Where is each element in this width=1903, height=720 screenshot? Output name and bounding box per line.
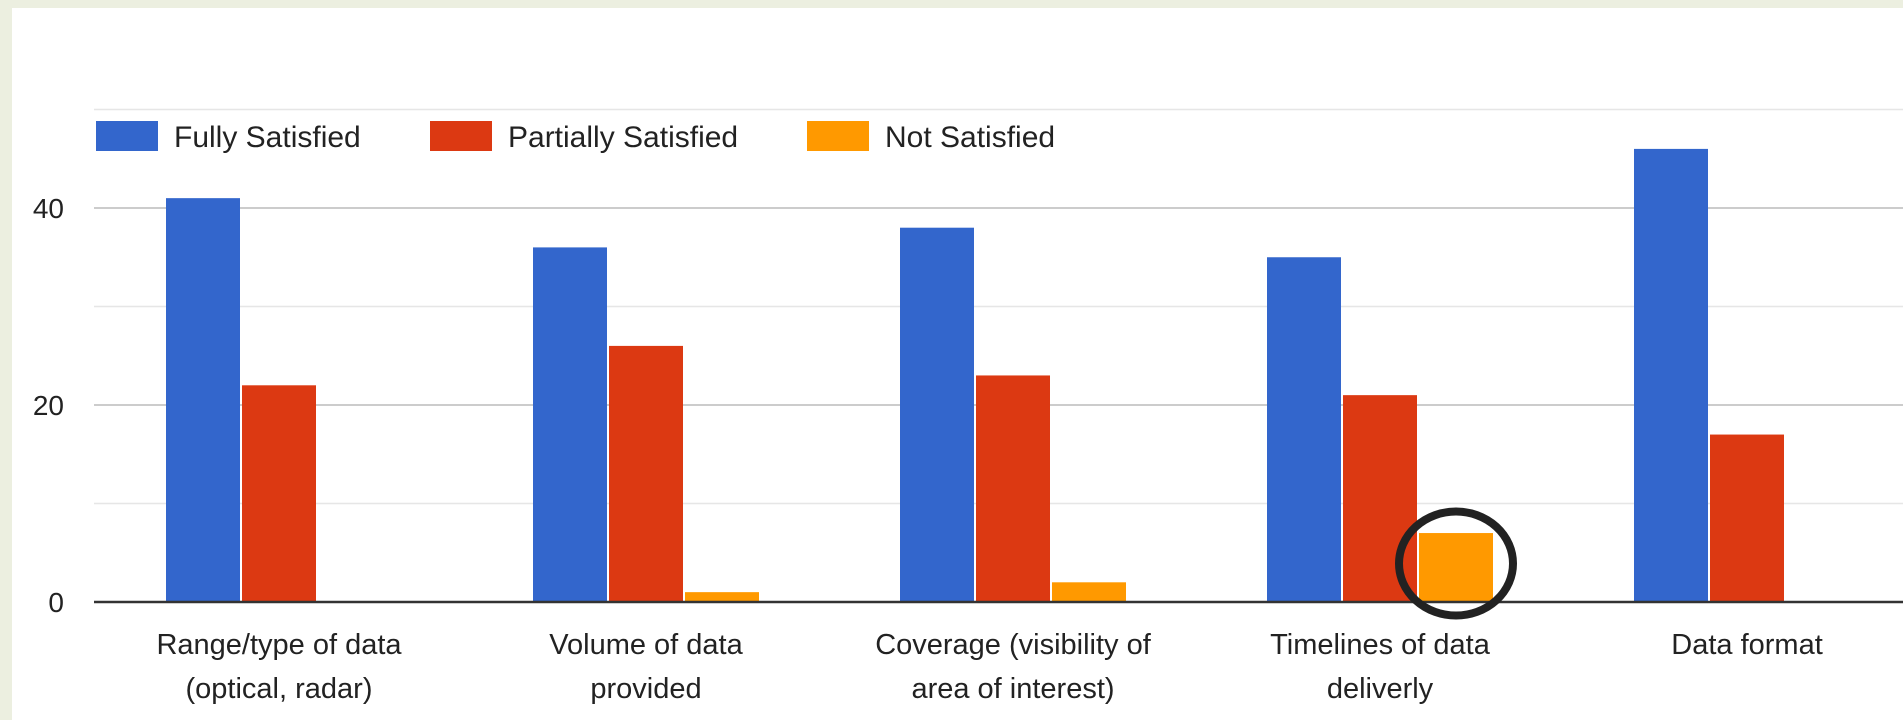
highlight-circle xyxy=(1395,507,1517,620)
bar-partially-satisfied xyxy=(609,345,683,602)
gridlines xyxy=(94,108,1903,505)
legend-swatch xyxy=(807,121,869,151)
x-category-label: Timelines of data xyxy=(1270,629,1491,661)
legend-label: Not Satisfied xyxy=(885,121,1055,154)
x-category-label: Range/type of data xyxy=(156,629,402,661)
bar-fully-satisfied xyxy=(1634,148,1708,602)
legend-swatch xyxy=(430,121,492,151)
x-category-label: area of interest) xyxy=(911,673,1114,705)
legend-label: Partially Satisfied xyxy=(508,121,738,154)
bar-partially-satisfied xyxy=(1343,395,1417,602)
legend: Fully Satisfied Partially Satisfied Not Sa… xyxy=(96,121,1055,154)
y-tick-label: 40 xyxy=(33,193,64,224)
bar-partially-satisfied xyxy=(1710,434,1784,602)
bar-fully-satisfied xyxy=(900,227,974,602)
bar-partially-satisfied xyxy=(976,375,1050,602)
x-category-label: Coverage (visibility of xyxy=(875,629,1152,661)
bar-partially-satisfied xyxy=(242,385,316,602)
bar-fully-satisfied xyxy=(166,198,240,602)
x-category-label: provided xyxy=(590,673,701,705)
y-tick-label: 20 xyxy=(33,390,64,421)
axes: 0 20 40 Range/type of data (optical, radar) V… xyxy=(33,193,1903,705)
bars xyxy=(166,148,1784,602)
bar-not-satisfied xyxy=(685,592,759,602)
legend-label: Fully Satisfied xyxy=(174,121,361,154)
bar-fully-satisfied xyxy=(1267,257,1341,602)
bar-fully-satisfied xyxy=(533,247,607,602)
x-category-label: deliverly xyxy=(1327,673,1434,705)
bar-not-satisfied xyxy=(1419,533,1493,602)
legend-swatch xyxy=(96,121,158,151)
x-category-label: Volume of data xyxy=(549,629,743,661)
bar-not-satisfied xyxy=(1052,582,1126,602)
bar-chart: 0 20 40 Range/type of data (optical, radar) V… xyxy=(33,108,1903,705)
x-category-label: (optical, radar) xyxy=(186,673,373,705)
y-tick-label: 0 xyxy=(48,587,64,618)
chart-panel: 0 20 40 Range/type of data (optical, radar) V… xyxy=(12,8,1903,720)
x-category-label: Data format xyxy=(1671,629,1823,661)
annotations xyxy=(1395,507,1517,620)
